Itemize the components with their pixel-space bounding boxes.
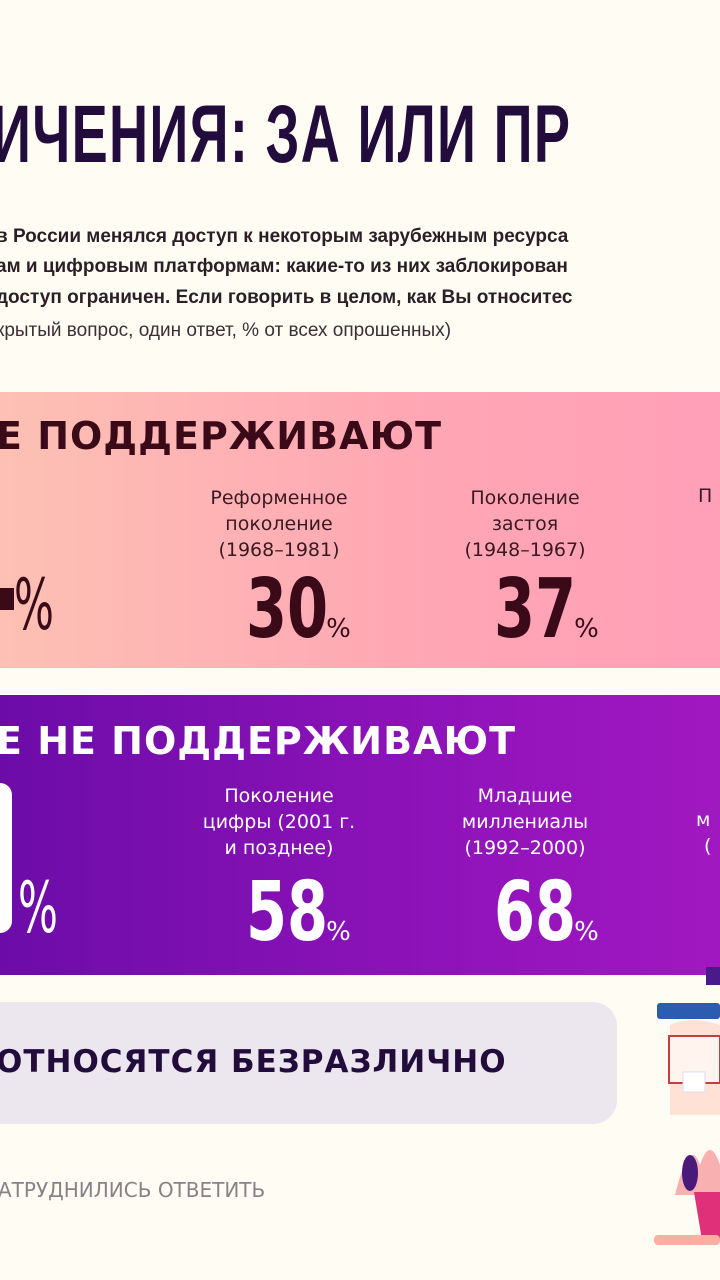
question-line: в России менялся доступ к некоторым зару… [0,226,569,247]
group-label: ( [704,835,712,857]
indifferent-label: ОТНОСЯТСЯ БЕЗРАЗЛИЧНО [0,1044,507,1080]
question-line: ам и цифровым платформам: какие-то из ни… [0,256,568,277]
question-line: доступ ограничен. Если говорить в целом,… [0,287,573,308]
support-band: Е ПОДДЕРЖИВАЮТ % Реформенное поколение (19… [0,392,720,668]
number-fragment [0,588,14,610]
indifferent-box [0,1002,617,1124]
oppose-heading: Е НЕ ПОДДЕРЖИВАЮТ [0,719,516,763]
group-value: 30% [245,562,351,657]
percent-sign: % [18,867,58,949]
group-label: Поколение цифры (2001 г. и позднее) [202,785,356,859]
computer-plant-illustration [654,967,720,1245]
group-label: Реформенное поколение (1968–1981) [210,487,348,561]
hard-to-say-label: АТРУДНИЛИСЬ ОТВЕТИТЬ [0,1178,266,1202]
question-note: крытый вопрос, один ответ, % от всех опр… [0,320,452,341]
oppose-band: Е НЕ ПОДДЕРЖИВАЮТ % Поколение цифры (2001… [0,695,720,975]
group-value: 37% [493,562,599,657]
group-label: м [696,809,711,831]
number-fragment [0,783,12,933]
percent-sign: % [14,564,54,646]
page-title: ИЧЕНИЯ: ЗА ИЛИ ПР [0,89,572,180]
group-label: Младшие миллениалы (1992–2000) [461,785,589,859]
group-value: 58% [245,865,351,960]
group-value: 68% [493,865,599,960]
group-label: П [698,485,713,507]
support-heading: Е ПОДДЕРЖИВАЮТ [0,414,443,458]
group-label: Поколение застоя (1948–1967) [464,487,586,561]
